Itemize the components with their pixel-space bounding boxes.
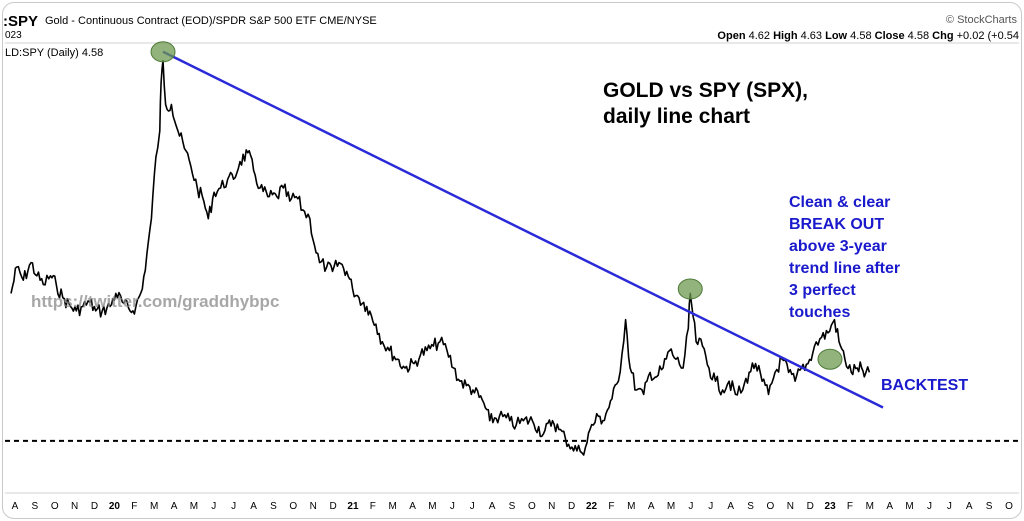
chg-label: Chg [932, 30, 954, 42]
x-tick-label: D [91, 501, 98, 512]
annotation-breakout-line: trend line after [789, 260, 900, 277]
annotation-breakout-line: BREAK OUT [789, 216, 884, 233]
x-tick-label: J [688, 501, 693, 512]
x-tick-label: F [608, 501, 614, 512]
x-tick-label: A [250, 501, 257, 512]
x-tick-label: O [528, 501, 536, 512]
x-tick-label: N [548, 501, 555, 512]
x-tick-label: S [509, 501, 516, 512]
chart-header: :SPY Gold - Continuous Contract (EOD)/SP… [3, 11, 1021, 45]
symbol-label: :SPY [3, 13, 39, 30]
trendline [162, 50, 884, 409]
high-value: 4.63 [800, 30, 823, 42]
x-tick-label: M [190, 501, 198, 512]
x-tick-label: F [847, 501, 853, 512]
annotation-breakout-line: touches [789, 304, 850, 321]
x-tick-label: O [289, 501, 297, 512]
x-tick-label: O [1005, 501, 1013, 512]
x-tick-label: A [966, 501, 973, 512]
x-tick-label: D [807, 501, 814, 512]
x-tick-label: A [12, 501, 19, 512]
x-tick-label: J [708, 501, 713, 512]
annotation-breakout-line: 3 perfect [789, 282, 856, 299]
low-value: 4.58 [850, 30, 872, 42]
open-value: 4.62 [748, 30, 771, 42]
trendline-touch-2 [677, 278, 703, 300]
x-tick-label: A [409, 501, 416, 512]
x-tick-label: A [648, 501, 655, 512]
x-tick-label: A [886, 501, 893, 512]
close-value: 4.58 [907, 30, 930, 42]
x-tick-label: J [211, 501, 216, 512]
annotation-title-line1: GOLD vs SPY (SPX), [603, 79, 808, 102]
x-tick-label: S [32, 501, 39, 512]
x-tick-label: 20 [109, 501, 121, 512]
x-tick-label: D [329, 501, 336, 512]
x-tick-label: 22 [586, 501, 598, 512]
x-tick-label: O [767, 501, 775, 512]
twitter-watermark: https://twitter.com/graddhybpc [31, 292, 279, 311]
x-tick-label: N [787, 501, 794, 512]
close-label: Close [874, 30, 905, 42]
x-tick-label: M [667, 501, 675, 512]
x-tick-label: M [428, 501, 436, 512]
x-tick-label: M [150, 501, 158, 512]
x-tick-label: S [986, 501, 993, 512]
x-tick-label: J [231, 501, 236, 512]
trendline-touch-3 [817, 348, 843, 370]
high-label: High [773, 30, 798, 42]
x-tick-label: 21 [347, 501, 359, 512]
gold-spy-line-chart: A S O N D 20 F M A M J J A S O N D 21 F M A M J J A S O N D 22 F M A M J J A… [5, 41, 1019, 512]
x-tick-label: S [270, 501, 277, 512]
x-tick-label: A [727, 501, 734, 512]
stockcharts-brand: © StockCharts [945, 14, 1017, 26]
x-tick-label: O [51, 501, 59, 512]
low-label: Low [825, 30, 848, 42]
x-tick-label: J [450, 501, 455, 512]
x-tick-label: N [310, 501, 317, 512]
x-tick-label: S [747, 501, 754, 512]
chg-value: +0.02 (+0.54 [956, 30, 1019, 42]
gold-spy-ratio-line [10, 59, 871, 456]
x-tick-label: A [489, 501, 496, 512]
date-label: 023 [5, 30, 22, 41]
x-tick-label: N [71, 501, 78, 512]
x-tick-label: M [866, 501, 874, 512]
ohlc-readout: Open 4.62 High 4.63 Low 4.58 Close 4.58 … [717, 30, 1019, 42]
annotation-title-line2: daily line chart [603, 105, 750, 128]
x-tick-label: J [947, 501, 952, 512]
annotation-backtest: BACKTEST [881, 377, 968, 394]
x-tick-label: F [370, 501, 376, 512]
annotation-breakout-line: Clean & clear [789, 194, 890, 211]
x-tick-label: J [927, 501, 932, 512]
annotation-breakout-line: above 3-year [789, 238, 887, 255]
x-tick-label: A [171, 501, 178, 512]
series-legend: LD:SPY (Daily) 4.58 [5, 47, 104, 59]
x-tick-label: M [627, 501, 635, 512]
x-tick-label: M [905, 501, 913, 512]
x-tick-label: J [470, 501, 475, 512]
trendline-touch-1 [150, 41, 176, 63]
x-tick-label: 23 [825, 501, 837, 512]
x-tick-label: D [568, 501, 575, 512]
x-tick-label: M [389, 501, 397, 512]
open-label: Open [717, 30, 746, 42]
symbol-description: Gold - Continuous Contract (EOD)/SPDR S&… [45, 15, 377, 27]
x-tick-label: F [131, 501, 137, 512]
